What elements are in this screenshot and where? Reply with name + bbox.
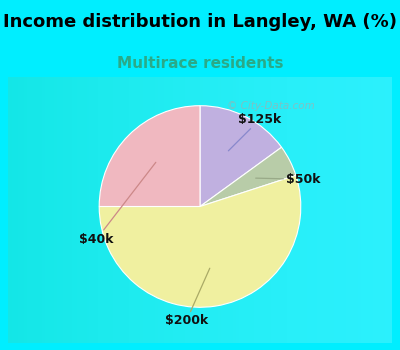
Wedge shape [200,106,282,206]
Text: Income distribution in Langley, WA (%): Income distribution in Langley, WA (%) [3,13,397,30]
Text: $200k: $200k [165,268,210,327]
Wedge shape [99,175,301,307]
Text: Multirace residents: Multirace residents [117,56,283,71]
Text: © City-Data.com: © City-Data.com [227,101,314,111]
Wedge shape [99,106,200,206]
Text: $40k: $40k [79,162,156,246]
Text: $50k: $50k [256,173,321,186]
Text: $125k: $125k [228,113,282,151]
Wedge shape [200,147,296,206]
